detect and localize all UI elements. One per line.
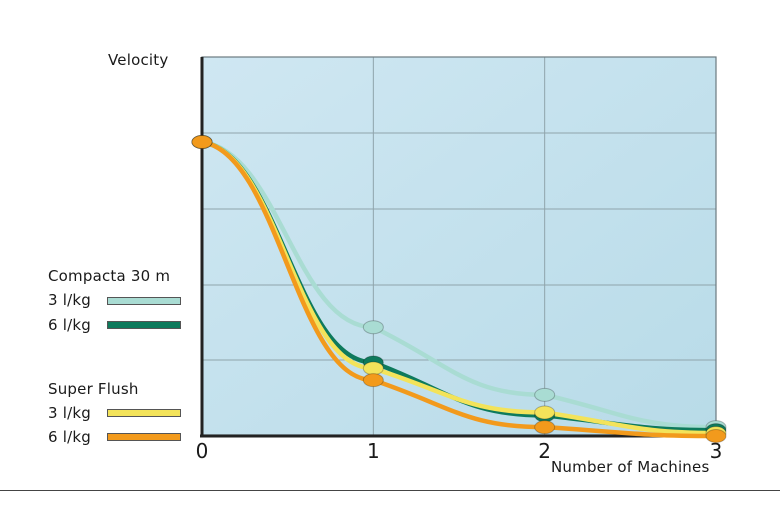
y-axis-label: Velocity bbox=[108, 51, 169, 69]
x-tick-label: 3 bbox=[710, 439, 723, 463]
legend-label-compacta-6: 6 l/kg bbox=[48, 316, 91, 334]
data-point-2-2 bbox=[534, 405, 556, 420]
x-tick-label: 0 bbox=[196, 439, 209, 463]
legend-group-compacta: Compacta 30 m bbox=[48, 267, 171, 285]
legend-label-superflush-6: 6 l/kg bbox=[48, 428, 91, 446]
x-tick-label: 1 bbox=[367, 439, 380, 463]
data-point-2-1 bbox=[362, 361, 384, 376]
legend-group-superflush: Super Flush bbox=[48, 380, 139, 398]
legend-label-superflush-3: 3 l/kg bbox=[48, 404, 91, 422]
gridlines bbox=[202, 57, 716, 436]
data-point-0-1 bbox=[362, 320, 384, 335]
bottom-divider bbox=[0, 490, 780, 491]
x-tick-label: 2 bbox=[538, 439, 551, 463]
plot-area bbox=[202, 57, 716, 435]
data-point-3-2 bbox=[534, 420, 556, 435]
x-tick-labels: 0 1 2 3 bbox=[196, 439, 723, 463]
legend-swatch-compacta-3 bbox=[107, 297, 181, 305]
x-axis-label: Number of Machines bbox=[551, 458, 710, 476]
legend-swatch-superflush-3 bbox=[107, 409, 181, 417]
data-point-3-3 bbox=[705, 429, 727, 443]
data-point-3-0 bbox=[191, 135, 213, 149]
legend-label-compacta-3: 3 l/kg bbox=[48, 291, 91, 309]
series-line-0 bbox=[199, 139, 719, 430]
series-line-3 bbox=[199, 139, 719, 439]
series-lines bbox=[199, 139, 719, 439]
series-points bbox=[191, 135, 727, 443]
data-point-0-2 bbox=[534, 387, 556, 402]
legend-swatch-compacta-6 bbox=[107, 321, 181, 329]
legend-swatch-superflush-6 bbox=[107, 433, 181, 441]
data-point-3-1 bbox=[362, 373, 384, 388]
